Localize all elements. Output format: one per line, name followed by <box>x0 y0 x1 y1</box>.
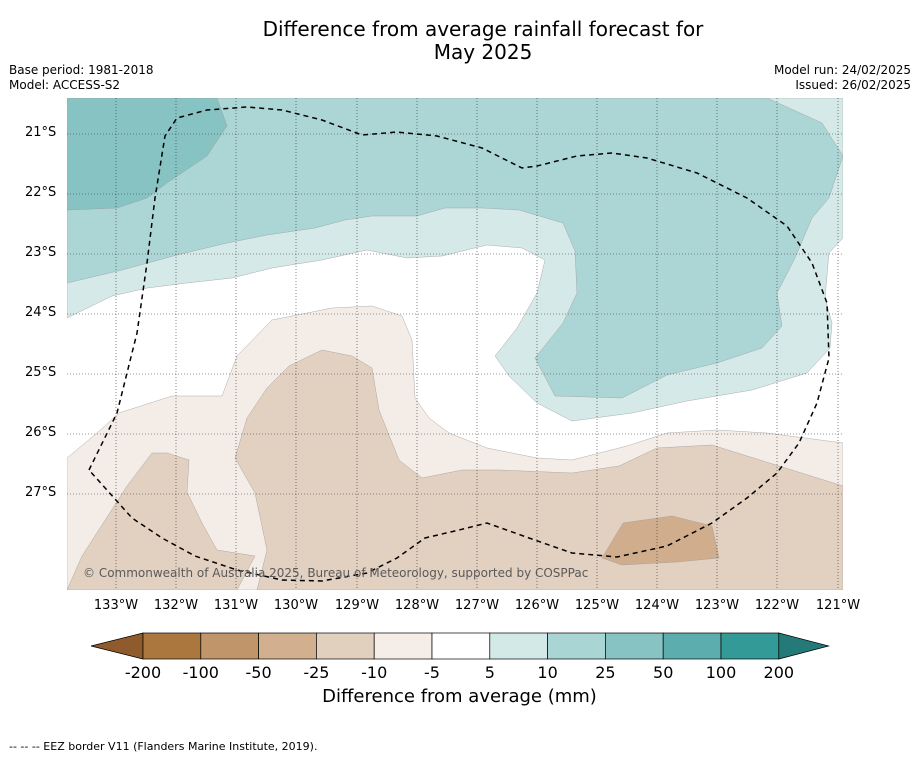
longitude-label: 125°W <box>574 598 620 613</box>
longitude-label: 130°W <box>273 598 319 613</box>
colorbar-tick-label: 200 <box>763 663 795 682</box>
colorbar-tick-label: -25 <box>303 663 330 682</box>
longitude-label: 131°W <box>213 598 259 613</box>
longitude-label: 133°W <box>93 598 139 613</box>
colorbar-svg <box>90 632 831 660</box>
latitude-label: 23°S <box>25 245 57 260</box>
longitude-label: 128°W <box>394 598 440 613</box>
copyright-notice: © Commonwealth of Australia 2025, Bureau… <box>83 566 589 580</box>
colorbar-segment <box>547 632 606 660</box>
model-name: Model: ACCESS-S2 <box>9 78 121 92</box>
colorbar <box>90 632 831 664</box>
longitude-label: 126°W <box>514 598 560 613</box>
eez-legend: -- -- -- EEZ border V11 (Flanders Marine… <box>9 740 318 753</box>
meta-left: Base period: 1981-2018 Model: ACCESS-S2 <box>9 63 154 93</box>
meta-right: Model run: 24/02/2025 Issued: 26/02/2025 <box>774 63 911 93</box>
title-line-1: Difference from average rainfall forecas… <box>262 17 704 41</box>
colorbar-segment <box>316 632 375 660</box>
title-line-2: May 2025 <box>433 40 533 64</box>
colorbar-title: Difference from average (mm) <box>322 686 597 707</box>
longitude-label: 122°W <box>754 598 800 613</box>
colorbar-segment <box>720 632 780 660</box>
longitude-label: 121°W <box>815 598 861 613</box>
colorbar-segment <box>373 632 433 660</box>
map-area <box>67 98 843 590</box>
longitude-label: 129°W <box>334 598 380 613</box>
base-period: Base period: 1981-2018 <box>9 63 154 77</box>
eez-border <box>88 106 830 582</box>
colorbar-tick-label: -50 <box>245 663 272 682</box>
colorbar-max-arrow <box>778 632 831 660</box>
longitude-label: 132°W <box>153 598 199 613</box>
colorbar-segment <box>605 632 664 660</box>
colorbar-tick-label: 10 <box>537 663 558 682</box>
colorbar-min-arrow <box>90 632 144 660</box>
colorbar-segment <box>142 632 202 660</box>
issued-date: Issued: 26/02/2025 <box>795 78 911 92</box>
model-run: Model run: 24/02/2025 <box>773 63 911 77</box>
latitude-label: 26°S <box>25 425 57 440</box>
dry-25-50-region <box>601 515 720 566</box>
dry-10-25-region <box>67 452 256 590</box>
latitude-label: 27°S <box>25 485 57 500</box>
colorbar-segment <box>200 632 259 660</box>
graticule <box>67 98 843 590</box>
colorbar-tick-label: -200 <box>124 663 162 682</box>
colorbar-segment <box>258 632 317 660</box>
colorbar-tick-label: 5 <box>484 663 495 682</box>
colorbar-segment <box>489 632 548 660</box>
latitude-label: 24°S <box>25 305 57 320</box>
wet-10-25-region <box>67 98 843 399</box>
colorbar-segment <box>662 632 722 660</box>
latitude-label: 25°S <box>25 365 57 380</box>
colorbar-tick-label: -10 <box>361 663 388 682</box>
colorbar-tick-label: -5 <box>424 663 440 682</box>
colorbar-tick-label: 50 <box>653 663 674 682</box>
chart-title: Difference from average rainfall forecas… <box>0 18 919 64</box>
latitude-label: 22°S <box>25 185 57 200</box>
colorbar-tick-label: 100 <box>705 663 737 682</box>
colorbar-tick-label: -100 <box>182 663 219 682</box>
colorbar-segment <box>431 632 491 660</box>
colorbar-tick-label: 25 <box>595 663 616 682</box>
longitude-label: 123°W <box>694 598 740 613</box>
wet-25-50-region <box>67 98 228 211</box>
map-canvas <box>67 98 843 590</box>
longitude-label: 127°W <box>454 598 500 613</box>
latitude-label: 21°S <box>25 125 57 140</box>
longitude-label: 124°W <box>634 598 680 613</box>
